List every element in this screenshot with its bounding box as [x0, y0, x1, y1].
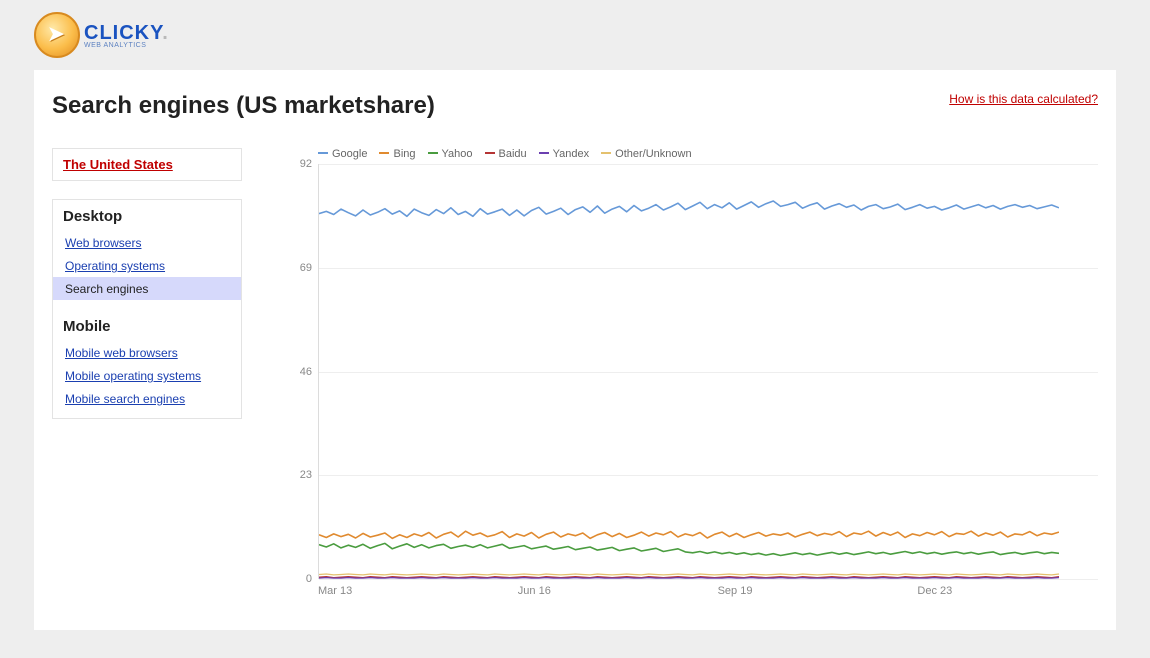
nav-link[interactable]: Search engines: [65, 282, 148, 296]
y-tick-label: 69: [300, 262, 312, 274]
chart-legend: Google Bing Yahoo Baidu Yandex Other/Unknown: [288, 148, 1098, 160]
nav-item[interactable]: Mobile search engines: [63, 387, 231, 410]
legend-item[interactable]: Yandex: [539, 148, 590, 160]
nav-item[interactable]: Mobile web browsers: [63, 341, 231, 364]
x-tick-label: Dec 23: [917, 585, 952, 597]
nav-section-heading: Desktop: [63, 208, 231, 225]
y-axis: 023466992: [288, 164, 318, 579]
page-wrap: ➤ CLICKY. WEB ANALYTICS Search engines (…: [34, 0, 1116, 630]
nav-link[interactable]: Operating systems: [65, 259, 165, 273]
header-bar: ➤ CLICKY. WEB ANALYTICS: [34, 0, 1116, 70]
nav-link[interactable]: Mobile search engines: [65, 392, 185, 406]
nav-link[interactable]: Mobile web browsers: [65, 346, 178, 360]
legend-swatch-icon: [379, 152, 389, 154]
y-tick-label: 92: [300, 158, 312, 170]
chart-plot[interactable]: [318, 164, 1098, 579]
series-line[interactable]: [319, 201, 1059, 216]
series-line[interactable]: [319, 574, 1059, 575]
series-line[interactable]: [319, 543, 1059, 555]
x-tick-label: Jun 16: [518, 585, 551, 597]
legend-swatch-icon: [539, 152, 549, 154]
series-line[interactable]: [319, 531, 1059, 538]
legend-item[interactable]: Bing: [379, 148, 415, 160]
nav-item[interactable]: Search engines: [53, 277, 241, 300]
help-link[interactable]: How is this data calculated?: [949, 92, 1098, 106]
legend-swatch-icon: [428, 152, 438, 154]
y-tick-label: 23: [300, 469, 312, 481]
chart-column: GoogleBingYahooBaiduYandexOther/Unknown …: [288, 148, 1098, 601]
sidebar: The United States Desktop Web browsers Ope…: [52, 148, 242, 601]
legend-item[interactable]: Google: [318, 148, 367, 160]
nav-item[interactable]: Web browsers: [63, 231, 231, 254]
legend-swatch-icon: [485, 152, 495, 154]
nav-link[interactable]: Mobile operating systems: [65, 369, 201, 383]
country-box: The United States: [52, 148, 242, 181]
logo[interactable]: ➤ CLICKY. WEB ANALYTICS: [34, 12, 1116, 58]
series-line[interactable]: [319, 578, 1059, 579]
gridline: [319, 579, 1098, 580]
page-body: Search engines (US marketshare) How is t…: [34, 70, 1116, 630]
x-tick-label: Mar 13: [318, 585, 352, 597]
logo-medallion-icon: ➤: [34, 12, 80, 58]
nav-item[interactable]: Operating systems: [63, 254, 231, 277]
country-link[interactable]: The United States: [63, 157, 173, 172]
legend-swatch-icon: [318, 152, 328, 154]
page-title: Search engines (US marketshare): [52, 92, 435, 120]
y-tick-label: 46: [300, 366, 312, 378]
x-axis: Mar 13 Jun 16 Sep 19 Dec 23: [318, 585, 1058, 601]
x-tick-label: Sep 19: [718, 585, 753, 597]
nav-box: Desktop Web browsers Operating systems Sear…: [52, 199, 242, 419]
cursor-icon: ➤: [47, 21, 65, 47]
legend-item[interactable]: Yahoo: [428, 148, 473, 160]
nav-item[interactable]: Mobile operating systems: [63, 364, 231, 387]
legend-item[interactable]: Other/Unknown: [601, 148, 691, 160]
y-tick-label: 0: [306, 573, 312, 585]
nav-link[interactable]: Web browsers: [65, 236, 141, 250]
legend-swatch-icon: [601, 152, 611, 154]
legend-item[interactable]: Baidu: [485, 148, 527, 160]
nav-section-heading: Mobile: [63, 318, 231, 335]
